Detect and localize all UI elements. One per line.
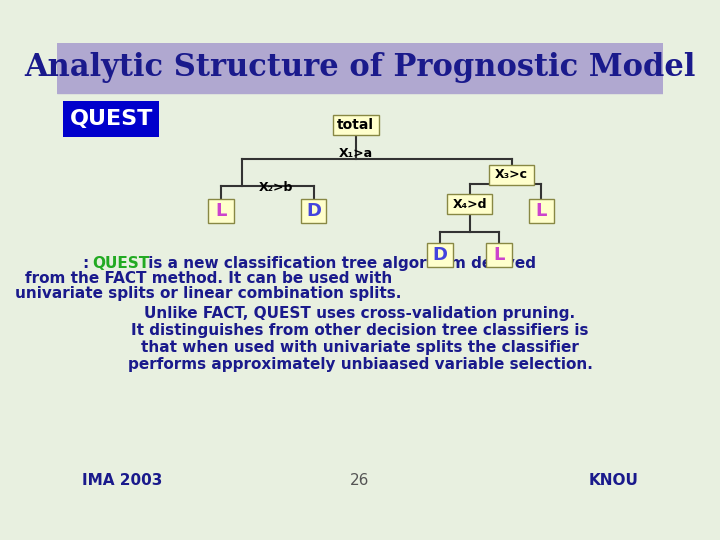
Text: It distinguishes from other decision tree classifiers is: It distinguishes from other decision tre… xyxy=(131,323,589,338)
Text: from the FACT method. It can be used with: from the FACT method. It can be used wit… xyxy=(24,271,392,286)
Text: univariate splits or linear combination splits.: univariate splits or linear combination … xyxy=(15,286,402,301)
Text: KNOU: KNOU xyxy=(588,473,638,488)
Text: D: D xyxy=(306,202,321,220)
FancyBboxPatch shape xyxy=(208,199,233,223)
FancyBboxPatch shape xyxy=(333,115,379,135)
Text: Unlike FACT, QUEST uses cross-validation pruning.: Unlike FACT, QUEST uses cross-validation… xyxy=(145,306,575,321)
Text: X₃>c: X₃>c xyxy=(495,168,528,181)
Text: :: : xyxy=(82,256,89,271)
FancyBboxPatch shape xyxy=(301,199,326,223)
Text: is a new classification tree algorithm derived: is a new classification tree algorithm d… xyxy=(143,256,536,271)
Text: that when used with univariate splits the classifier: that when used with univariate splits th… xyxy=(141,340,579,355)
Text: L: L xyxy=(536,202,546,220)
Text: X₄>d: X₄>d xyxy=(452,198,487,211)
Text: IMA 2003: IMA 2003 xyxy=(82,473,162,488)
Text: total: total xyxy=(337,118,374,132)
Text: QUEST: QUEST xyxy=(70,109,153,129)
Text: D: D xyxy=(433,246,448,264)
Text: Analytic Structure of Prognostic Model: Analytic Structure of Prognostic Model xyxy=(24,52,696,83)
FancyBboxPatch shape xyxy=(447,194,492,214)
Bar xyxy=(57,43,663,93)
Text: X₂>b: X₂>b xyxy=(258,181,293,194)
Text: QUEST: QUEST xyxy=(92,256,149,271)
Text: L: L xyxy=(493,246,505,264)
Text: X₁>a: X₁>a xyxy=(338,147,373,160)
FancyBboxPatch shape xyxy=(63,102,159,137)
FancyBboxPatch shape xyxy=(428,243,453,267)
FancyBboxPatch shape xyxy=(487,243,512,267)
Text: 26: 26 xyxy=(351,473,369,488)
Text: L: L xyxy=(215,202,227,220)
FancyBboxPatch shape xyxy=(528,199,554,223)
FancyBboxPatch shape xyxy=(489,165,534,185)
Text: performs approximately unbiaased variable selection.: performs approximately unbiaased variabl… xyxy=(127,357,593,372)
